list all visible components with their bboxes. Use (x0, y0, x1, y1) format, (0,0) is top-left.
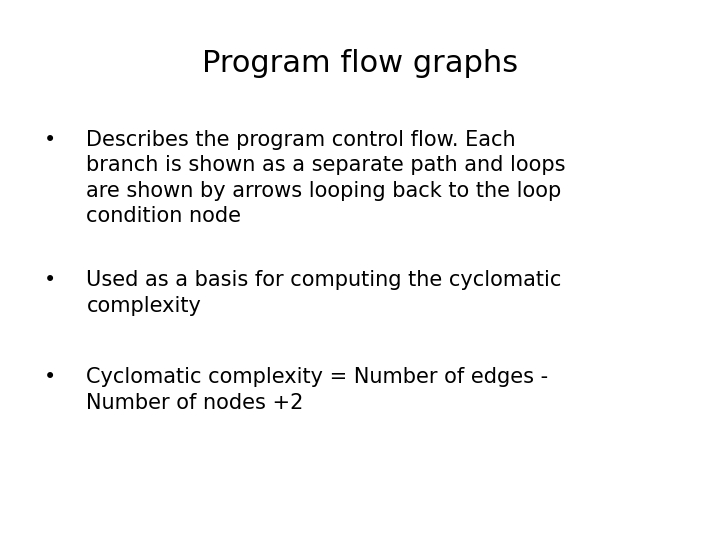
Text: •: • (44, 130, 57, 150)
Text: •: • (44, 270, 57, 290)
Text: Used as a basis for computing the cyclomatic
complexity: Used as a basis for computing the cyclom… (86, 270, 562, 315)
Text: Cyclomatic complexity = Number of edges -
Number of nodes +2: Cyclomatic complexity = Number of edges … (86, 367, 549, 413)
Text: •: • (44, 367, 57, 387)
Text: Program flow graphs: Program flow graphs (202, 49, 518, 78)
Text: Describes the program control flow. Each
branch is shown as a separate path and : Describes the program control flow. Each… (86, 130, 566, 226)
